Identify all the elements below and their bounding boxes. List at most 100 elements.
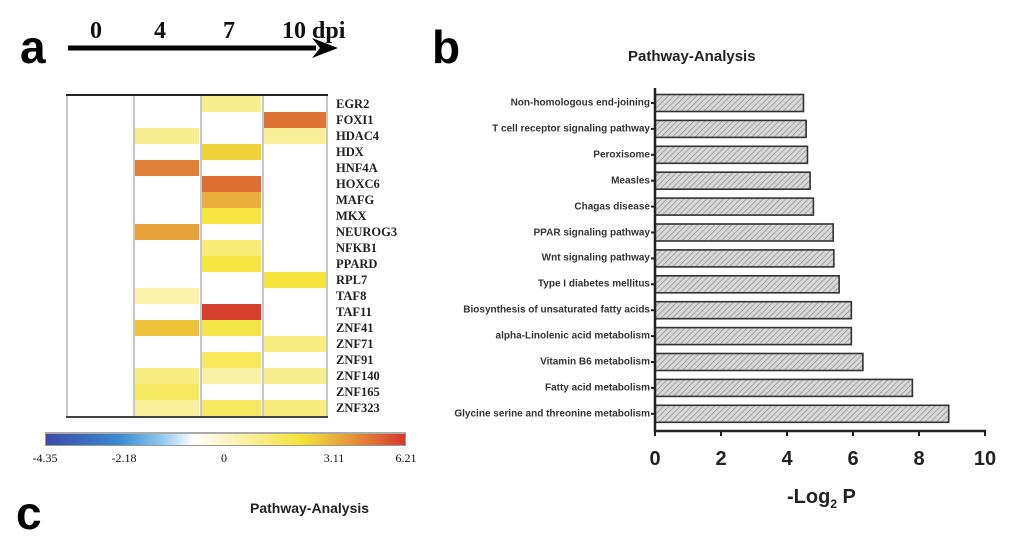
bar bbox=[654, 93, 805, 113]
heatmap-row-label: ZNF91 bbox=[336, 353, 374, 367]
colorbar-tick-label: 0 bbox=[221, 451, 227, 465]
heatmap-column-header: 0 bbox=[90, 18, 102, 44]
heatmap-cell bbox=[201, 208, 261, 224]
heatmap-cell bbox=[134, 384, 199, 400]
time-arrow-icon bbox=[68, 38, 338, 58]
bar-category-label: Biosynthesis of unsaturated fatty acids bbox=[463, 304, 650, 316]
heatmap-cell bbox=[201, 256, 261, 272]
bar bbox=[654, 326, 853, 346]
heatmap-row-label: FOXI1 bbox=[336, 113, 374, 127]
chart-title-b: Pathway-Analysis bbox=[628, 48, 756, 65]
x-tick-label: 0 bbox=[649, 448, 661, 470]
heatmap-column-header: 4 bbox=[154, 18, 166, 44]
x-axis-label-subscript: 2 bbox=[830, 497, 837, 511]
bar bbox=[654, 223, 834, 242]
heatmap-cell bbox=[134, 288, 199, 304]
bar bbox=[654, 171, 811, 190]
heatmap-cell bbox=[263, 272, 327, 288]
bar-category-label: PPAR signaling pathway bbox=[533, 227, 651, 238]
heatmap-row-label: EGR2 bbox=[336, 97, 370, 111]
panel-letter-b: b bbox=[432, 21, 461, 73]
heatmap-cell bbox=[263, 128, 327, 144]
colorbar bbox=[45, 432, 406, 446]
heatmap-row-label: MAFG bbox=[336, 193, 375, 207]
bar-category-label: Wnt signaling pathway bbox=[541, 252, 650, 264]
bar bbox=[654, 352, 864, 372]
heatmap-cell bbox=[201, 176, 261, 192]
heatmap-cell bbox=[134, 224, 199, 240]
heatmap-row-label: ZNF140 bbox=[336, 369, 380, 383]
heatmap-row-label: ZNF165 bbox=[336, 385, 380, 399]
heatmap-row-label: HDAC4 bbox=[336, 129, 380, 143]
x-tick-label: 6 bbox=[847, 448, 859, 470]
heatmap-row-label: ZNF41 bbox=[336, 321, 374, 335]
x-axis-label-b: -Log2 P bbox=[787, 486, 856, 511]
heatmap-cell bbox=[201, 400, 261, 416]
x-axis-label-suffix: P bbox=[837, 486, 856, 508]
heatmap-row-label: TAF11 bbox=[336, 305, 372, 319]
bar-category-label: Type I diabetes mellitus bbox=[537, 278, 650, 290]
colorbar-tick-label: -4.35 bbox=[32, 451, 58, 465]
heatmap bbox=[66, 94, 328, 418]
bar bbox=[654, 378, 914, 398]
heatmap-cell bbox=[134, 320, 199, 336]
chart-title-c: Pathway-Analysis bbox=[250, 500, 370, 516]
heatmap-cell bbox=[201, 368, 261, 384]
colorbar-tick-label: -2.18 bbox=[111, 451, 137, 465]
heatmap-cell bbox=[201, 96, 261, 112]
heatmap-column-divider bbox=[66, 96, 68, 416]
colorbar-tick-label: 6.21 bbox=[395, 451, 417, 465]
bar bbox=[654, 119, 807, 139]
bar bbox=[654, 249, 835, 268]
heatmap-cell bbox=[134, 128, 199, 144]
heatmap-row-label: RPL7 bbox=[336, 273, 368, 287]
heatmap-cell bbox=[263, 400, 327, 416]
bar bbox=[654, 404, 950, 424]
bar-category-label: Chagas disease bbox=[574, 201, 650, 213]
heatmap-cell bbox=[201, 144, 261, 160]
heatmap-row-label: MKX bbox=[336, 209, 367, 223]
bar-category-label: Non-homologous end-joining bbox=[510, 97, 650, 109]
heatmap-row-label: ZNF71 bbox=[336, 337, 374, 351]
heatmap-column-divider bbox=[262, 96, 264, 416]
bar-category-label: Fatty acid metabolism bbox=[544, 382, 650, 394]
bar-category-label: Peroxisome bbox=[593, 149, 650, 161]
bar bbox=[654, 300, 853, 320]
heatmap-cell bbox=[134, 160, 199, 176]
bar bbox=[654, 145, 809, 165]
x-axis-label-text: -Log bbox=[787, 486, 831, 508]
heatmap-cell bbox=[134, 368, 199, 384]
bar bbox=[654, 274, 840, 294]
heatmap-column-header: 7 bbox=[223, 18, 235, 44]
heatmap-cell bbox=[201, 304, 261, 320]
heatmap-cell bbox=[201, 192, 261, 208]
bar-category-label: Vitamin B6 metabolism bbox=[540, 356, 650, 368]
heatmap-row-label: PPARD bbox=[336, 257, 378, 271]
bar-category-label: T cell receptor signaling pathway bbox=[492, 123, 650, 135]
bar-category-label: Glycine serine and threonine metabolism bbox=[454, 408, 650, 420]
heatmap-row-label: HNF4A bbox=[336, 161, 378, 175]
x-tick-label: 8 bbox=[913, 448, 925, 470]
heatmap-cell bbox=[201, 240, 261, 256]
bar-category-label: alpha-Linolenic acid metabolism bbox=[495, 330, 650, 342]
bar-category-label: Measles bbox=[611, 175, 650, 187]
heatmap-column-divider bbox=[200, 96, 202, 416]
heatmap-row-label: HOXC6 bbox=[336, 177, 380, 191]
x-tick-label: 4 bbox=[781, 448, 793, 470]
heatmap-cell bbox=[134, 400, 199, 416]
heatmap-cell bbox=[201, 320, 261, 336]
pathway-bar-chart bbox=[651, 88, 986, 436]
heatmap-column-divider bbox=[133, 96, 135, 416]
heatmap-row-label: HDX bbox=[336, 145, 364, 159]
heatmap-cell bbox=[263, 336, 327, 352]
heatmap-cell bbox=[263, 368, 327, 384]
heatmap-column-divider bbox=[326, 96, 328, 416]
x-tick-label: 2 bbox=[715, 448, 727, 470]
panel-letter-a: a bbox=[20, 21, 46, 73]
bar bbox=[654, 197, 815, 216]
heatmap-row-label: TAF8 bbox=[336, 289, 367, 303]
heatmap-cell bbox=[263, 112, 327, 128]
colorbar-tick-label: 3.11 bbox=[323, 451, 345, 465]
heatmap-cell bbox=[201, 352, 261, 368]
heatmap-row-label: NFKB1 bbox=[336, 241, 377, 255]
